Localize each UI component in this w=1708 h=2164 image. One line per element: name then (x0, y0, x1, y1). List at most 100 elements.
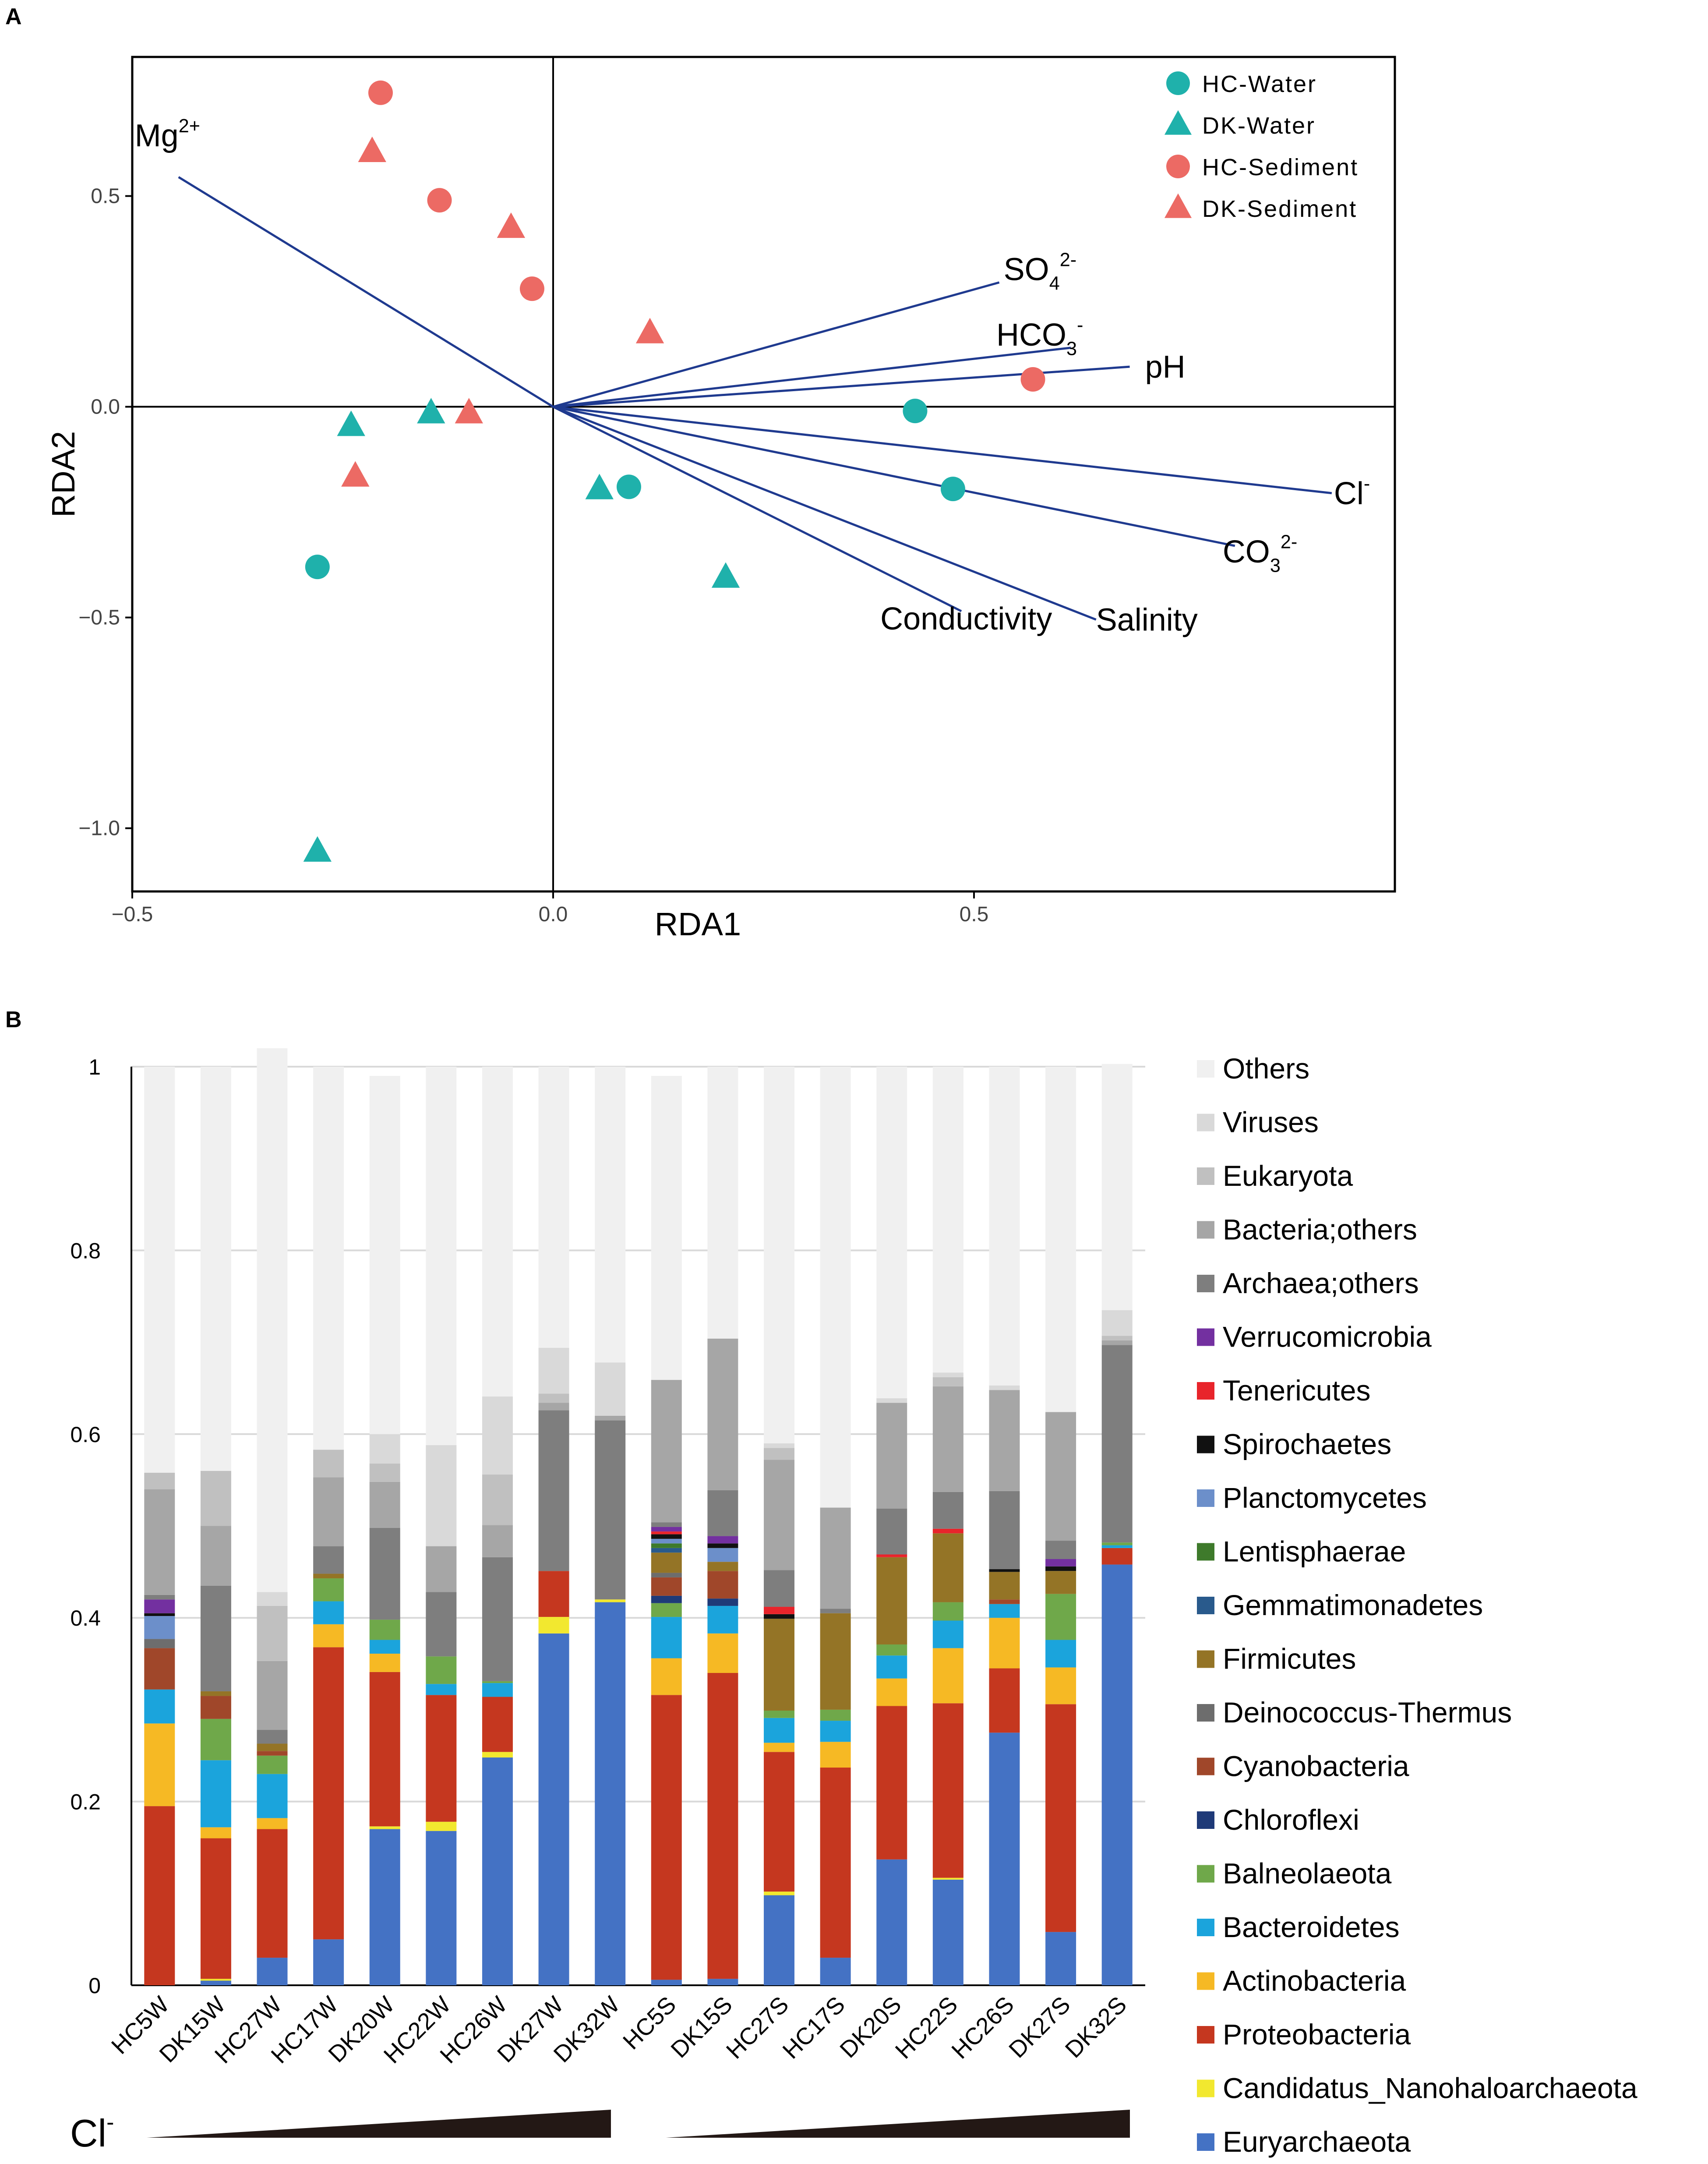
legend-swatch-archaea-others (1197, 1275, 1214, 1292)
vector-label: Mg2+ (135, 116, 200, 153)
bar-segment-eukaryota (482, 1474, 513, 1525)
bar-segment-archaea-others (932, 1492, 963, 1529)
bar-segment-firmicutes (707, 1562, 738, 1571)
bar-segment-deinococcus-thermus (144, 1639, 175, 1648)
bar-segment-candidatus-nanohaloarchaeota (482, 1752, 513, 1757)
y-tick-label: −0.5 (78, 606, 120, 629)
legend-label: Candidatus_Nanohaloarchaeota (1223, 2072, 1637, 2104)
point-hc-water (940, 477, 965, 502)
bar-segment-deinococcus-thermus (651, 1573, 682, 1577)
bar-segment-viruses (989, 1385, 1020, 1390)
bar-segment-proteobacteria (144, 1806, 175, 1985)
vector-arrow-mg (178, 176, 554, 408)
bar-segment-archaea-others (1101, 1345, 1133, 1543)
bar-segment-proteobacteria (482, 1697, 513, 1752)
y-tick-label: 0.0 (91, 396, 120, 419)
bar-segment-eukaryota (257, 1605, 288, 1661)
bar-segment-bacteria-others (1045, 1412, 1076, 1541)
vector-arrow-co (553, 406, 1235, 547)
point-dk-water (585, 474, 614, 499)
bar-segment-others (1101, 1064, 1133, 1310)
legend-swatch-gemmatimonadetes (1197, 1597, 1214, 1614)
bar-segment-balneolaeota (257, 1755, 288, 1774)
category-label: DK15S (666, 1991, 737, 2063)
legend-marker-dk-water (1164, 110, 1192, 135)
bar-segment-verrucomicrobia (651, 1527, 682, 1532)
bar-segment-actinobacteria (257, 1818, 288, 1829)
legend-label: Proteobacteria (1223, 2018, 1411, 2051)
panel-a-letter: A (5, 4, 22, 29)
bar-segment-spirochaetes (144, 1613, 175, 1616)
bar-segment-others (369, 1075, 400, 1434)
bar-segment-viruses (595, 1362, 626, 1416)
bar-segment-actinobacteria (1045, 1667, 1076, 1704)
y-tick-label: 0.5 (91, 185, 120, 208)
bar-segment-euryarchaeota (257, 1958, 288, 1985)
bar-segment-firmicutes (989, 1572, 1020, 1600)
legend-swatch-lentisphaerae (1197, 1543, 1214, 1561)
bar-segment-gemmatimonadetes (651, 1548, 682, 1553)
bar-segment-balneolaeota (932, 1602, 963, 1621)
legend-label: Lentisphaerae (1223, 1535, 1406, 1568)
bar-segment-eukaryota (369, 1463, 400, 1482)
bar-segment-viruses (257, 1592, 288, 1606)
legend-label: Planctomycetes (1223, 1482, 1427, 1514)
bar-segment-proteobacteria (200, 1838, 231, 1979)
y-axis-label: RDA2 (45, 431, 81, 517)
bar-segment-bacteria-others (707, 1338, 738, 1490)
bar-segment-tenericutes (651, 1531, 682, 1535)
point-dk-sediment (455, 398, 483, 424)
bar-segment-bacteria-others (989, 1390, 1020, 1491)
bar-segment-others (257, 1048, 288, 1592)
point-hc-water (305, 555, 330, 580)
vector-label: Conductivity (880, 601, 1052, 636)
bar-segment-spirochaetes (989, 1569, 1020, 1572)
point-hc-water (616, 474, 641, 499)
bar-segment-bacteria-others (369, 1482, 400, 1528)
legend-label: Balneolaeota (1223, 1857, 1392, 1890)
legend-label: Actinobacteria (1223, 1965, 1406, 1997)
bar-segment-bacteroidetes (313, 1601, 344, 1624)
legend-swatch-others (1197, 1060, 1214, 1078)
bar-segment-bacteroidetes (764, 1718, 795, 1743)
point-dk-water (711, 562, 740, 588)
y-tick-label: 0 (88, 1973, 101, 1998)
point-dk-water (337, 410, 365, 436)
bar-segment-candidatus-nanohaloarchaeota (200, 1979, 231, 1981)
bar-segment-archaea-others (876, 1508, 907, 1555)
y-tick-label: 0.4 (70, 1606, 101, 1630)
bar-segment-firmicutes (764, 1619, 795, 1711)
bar-segment-archaea-others (707, 1490, 738, 1536)
bar-segment-balneolaeota (1101, 1542, 1133, 1545)
bar-segment-bacteroidetes (707, 1605, 738, 1634)
bar-segment-bacteroidetes (989, 1604, 1020, 1618)
legend-label: Others (1223, 1052, 1309, 1085)
category-label: HC22S (890, 1991, 963, 2064)
bar-segment-archaea-others (538, 1410, 569, 1571)
bar-segment-candidatus-nanohaloarchaeota (595, 1599, 626, 1602)
bar-segment-euryarchaeota (1045, 1932, 1076, 1985)
bar-segment-verrucomicrobia (144, 1599, 175, 1613)
bar-segment-others (764, 1067, 795, 1443)
bar-segment-lentisphaerae (651, 1543, 682, 1548)
vector-arrow-hco (553, 347, 1071, 408)
legend-marker-dk-sediment (1164, 193, 1192, 218)
point-dk-sediment (497, 212, 526, 238)
bar-segment-candidatus-nanohaloarchaeota (426, 1821, 457, 1831)
gradient-label: Cl- (70, 2110, 114, 2155)
legend-label: Bacteria;others (1223, 1213, 1417, 1246)
bar-segment-proteobacteria (876, 1706, 907, 1860)
bar-segment-bacteria-others (651, 1380, 682, 1523)
bar-segment-chloroflexi (651, 1595, 682, 1603)
bar-segment-spirochaetes (1045, 1566, 1076, 1571)
bar-segment-viruses (482, 1396, 513, 1475)
bar-segment-proteobacteria (538, 1571, 569, 1617)
bar-segment-firmicutes (1045, 1571, 1076, 1594)
bar-segment-eukaryota (313, 1450, 344, 1478)
legend-swatch-chloroflexi (1197, 1811, 1214, 1829)
bar-segment-actinobacteria (876, 1678, 907, 1706)
bar-segment-bacteria-others (932, 1386, 963, 1492)
bar-segment-others (932, 1067, 963, 1373)
vector-arrow-so (553, 281, 1000, 408)
